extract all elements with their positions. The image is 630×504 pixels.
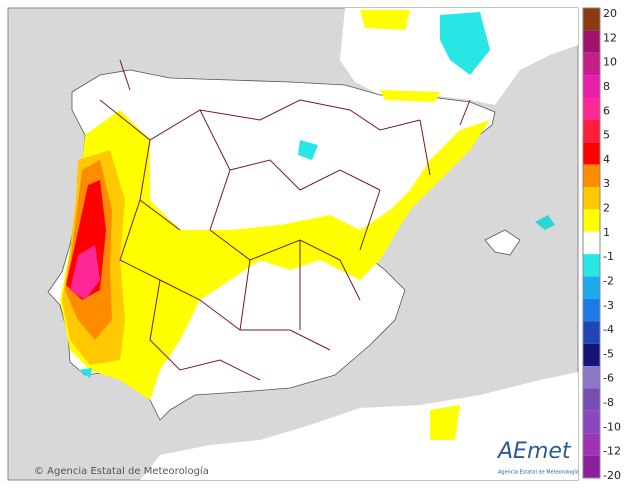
legend-swatch	[583, 8, 600, 31]
legend-label: -10	[603, 420, 621, 433]
legend-label: -4	[603, 323, 614, 336]
legend-swatch	[583, 455, 600, 478]
province-borders	[99, 59, 471, 381]
legend-swatch	[583, 209, 600, 232]
legend-swatch	[583, 119, 600, 143]
legend-swatch	[583, 164, 600, 188]
legend-label: 10	[603, 56, 617, 69]
island	[535, 215, 555, 230]
legend-swatch	[583, 75, 600, 98]
legend-swatch	[583, 343, 600, 367]
legend-label: -12	[603, 445, 621, 458]
legend-label: 4	[603, 153, 610, 166]
legend-label: 12	[603, 31, 617, 44]
legend-label: -8	[603, 396, 614, 409]
africa-land	[140, 372, 578, 480]
legend-label: 5	[603, 129, 610, 142]
credit: © Agencia Estatal de Meteorología	[34, 465, 209, 477]
map	[7, 7, 579, 481]
logo: AEmet	[496, 439, 572, 464]
legend-label: 2	[603, 202, 610, 215]
legend-swatch	[583, 231, 600, 255]
legend-swatch	[583, 366, 600, 389]
legend-label: -1	[603, 250, 614, 263]
anomaly-cyan	[78, 12, 490, 378]
anomaly-pink	[70, 245, 100, 300]
legend-swatch	[583, 97, 600, 120]
legend-swatch	[583, 142, 600, 165]
legend-label: 6	[603, 104, 610, 117]
anomaly-yellow	[360, 10, 460, 440]
legend-swatch	[583, 321, 600, 344]
legend-swatch	[583, 30, 600, 53]
island	[484, 229, 521, 256]
legend-label: -6	[603, 372, 614, 385]
anomaly-yellow	[60, 110, 490, 400]
legend-swatch	[583, 276, 600, 299]
legend-label: -5	[603, 347, 614, 360]
legend-swatch	[583, 298, 600, 322]
legend-label: -20	[603, 469, 621, 482]
logo-subtitle: Agencia Estatal de Meteorología	[498, 469, 579, 476]
legend-swatch	[583, 52, 600, 76]
legend-label: -3	[603, 299, 614, 312]
legend-swatch	[583, 433, 600, 456]
legend-label: 20	[603, 7, 617, 20]
legend-swatch	[583, 410, 600, 434]
legend-label: 1	[603, 226, 610, 239]
legend-frame	[582, 7, 601, 479]
legend-label: 8	[603, 80, 610, 93]
legend: 20 12 10 8 6 5 4 3 2 1 -1 -2 -3 -4 -5 -6 -8 -10 -12 -20	[582, 7, 621, 482]
legend-label: 3	[603, 177, 610, 190]
legend-swatch	[583, 388, 600, 411]
legend-swatch	[583, 254, 600, 277]
legend-swatch	[583, 187, 600, 210]
legend-label: -2	[603, 274, 614, 287]
